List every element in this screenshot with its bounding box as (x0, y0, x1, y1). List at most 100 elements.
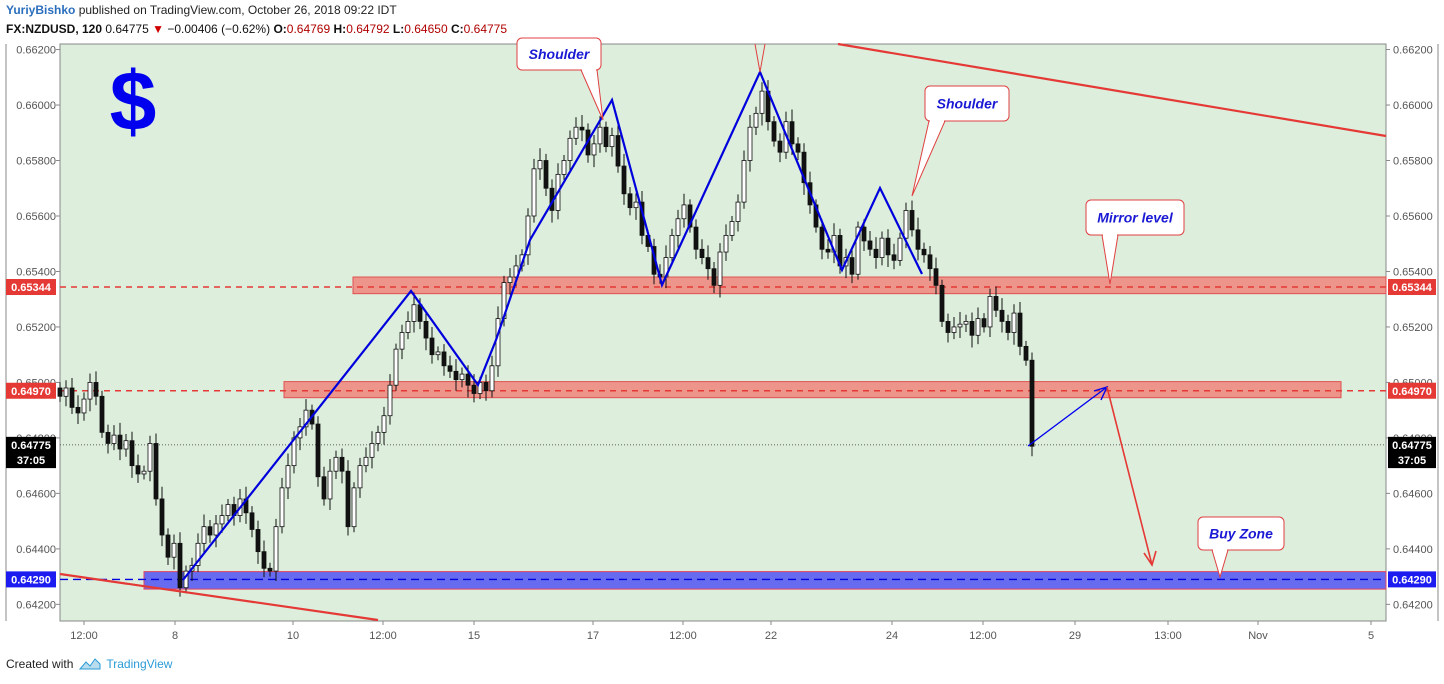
candle-body (957, 323, 963, 328)
y-tick-label: 0.65600 (1393, 211, 1433, 223)
candle-body (57, 387, 63, 397)
candle-body (603, 126, 609, 148)
price-tag-label: 0.64290 (11, 574, 51, 586)
candle-body (903, 210, 909, 239)
candle-body (537, 160, 543, 170)
candle-body (873, 248, 879, 259)
candle-body (225, 504, 231, 516)
candle-body (525, 215, 531, 256)
candle-body (441, 351, 447, 367)
candle-body (741, 160, 747, 203)
buy-zone (143, 571, 1387, 590)
price-change: −0.00406 (−0.62%) (167, 22, 271, 36)
x-tick-label: 5 (1368, 630, 1374, 642)
x-tick-label: 22 (765, 630, 777, 642)
annotation-box (1197, 516, 1285, 551)
candle-body (579, 126, 585, 131)
candle-body (267, 567, 273, 572)
tradingview-link[interactable]: TradingView (79, 657, 172, 671)
candle-body (915, 229, 921, 250)
candle-body (777, 140, 783, 153)
candle-body (993, 296, 999, 311)
plot-border (59, 43, 1387, 622)
candle-body (795, 143, 801, 153)
candle-body (567, 137, 573, 161)
y-tick-label-left: 0.65400 (16, 266, 56, 278)
tradingview-logo-icon (79, 658, 101, 670)
candle-body (249, 512, 255, 530)
candle-body (495, 318, 501, 367)
candle-body (591, 143, 597, 156)
candle-body (759, 90, 765, 114)
close-label: C: (450, 22, 464, 36)
trend-line (59, 572, 379, 622)
annotation-text: Mirror level (1097, 210, 1174, 226)
candle-body (117, 434, 123, 450)
y-tick-label: 0.64200 (1393, 599, 1433, 611)
dollar-symbol: $ (110, 54, 157, 148)
candle-body (111, 434, 117, 444)
y-tick-label: 0.66200 (1393, 45, 1433, 57)
down-arrow-icon: ▼ (152, 22, 164, 36)
candles (57, 80, 1035, 597)
price-tag-box (6, 436, 56, 453)
candle-body (561, 160, 567, 175)
candle-body (675, 218, 681, 236)
candle-body (975, 318, 981, 336)
candle-body (927, 254, 933, 270)
price-tag-box (1388, 452, 1436, 469)
candle-body (615, 135, 621, 167)
y-tick-label: 0.64600 (1393, 488, 1433, 500)
candle-body (825, 248, 831, 253)
candle-body (219, 515, 225, 525)
candle-body (333, 456, 339, 472)
y-tick-label-left: 0.64200 (16, 599, 56, 611)
candle-body (255, 529, 261, 553)
candle-body (861, 226, 867, 242)
price-tag-label: 0.65344 (11, 282, 52, 294)
x-tick-label: 12:00 (70, 630, 98, 642)
candle-body (201, 526, 207, 544)
candle-body (123, 440, 129, 450)
y-tick-label-left: 0.65200 (16, 322, 56, 334)
candle-body (129, 440, 135, 467)
candle-body (711, 268, 717, 286)
y-tick-label-left: 0.64600 (16, 488, 56, 500)
annotation-joint (582, 68, 596, 71)
candle-body (801, 151, 807, 184)
candle-body (159, 498, 165, 536)
candle-body (399, 332, 405, 350)
author-link[interactable]: YuriyBishko (6, 3, 76, 17)
candle-body (705, 257, 711, 270)
candle-body (87, 382, 93, 400)
open-label: O: (273, 22, 287, 36)
candle-body (1011, 312, 1017, 333)
high-value: 0.64792 (346, 22, 390, 36)
candle-body (849, 257, 855, 275)
candle-body (459, 373, 465, 381)
candle-body (867, 240, 873, 250)
candle-body (855, 226, 861, 275)
zones (143, 276, 1387, 590)
candle-body (999, 309, 1005, 322)
annotation-box (516, 37, 602, 71)
low-value: 0.64650 (404, 22, 448, 36)
candle-body (909, 210, 915, 231)
candle-body (357, 465, 363, 489)
close-value: 0.64775 (463, 22, 508, 36)
candle-body (81, 398, 87, 414)
candle-body (963, 321, 969, 325)
x-axis: 12:00 8 10 12:00 15 17 12:00 22 24 12:00 29 13:00 No… (70, 621, 1374, 642)
candle-body (327, 470, 333, 500)
candle-body (729, 221, 735, 236)
price-tag-label: 0.65344 (1392, 282, 1433, 294)
candle-body (387, 384, 393, 417)
price-tag-label: 37:05 (1398, 455, 1426, 467)
projection-down-line (1106, 386, 1153, 566)
candle-body (633, 201, 639, 209)
y-tick-label: 0.66000 (1393, 100, 1433, 112)
y-tick-label-left: 0.65800 (16, 156, 56, 168)
candle-body (153, 443, 159, 500)
candle-body (261, 551, 267, 569)
